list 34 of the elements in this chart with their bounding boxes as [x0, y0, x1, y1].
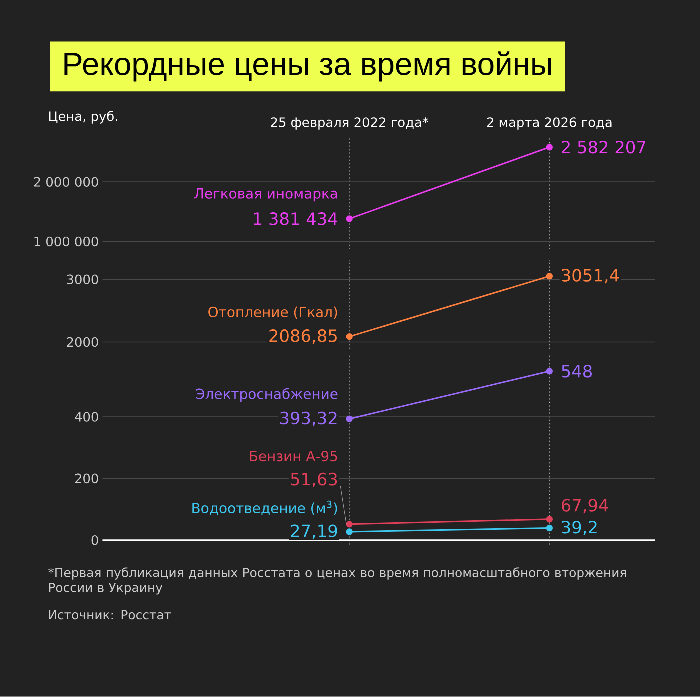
- x-tick-label: 25 февраля 2022 года*: [271, 118, 429, 130]
- data-label: 1 381 434: [254, 212, 338, 226]
- series-label: Водоотведение (м$^{3}$): [192, 500, 338, 516]
- text: *Первая публикация данных Росстата о ценах во время полномасштабного вторжения России в Украину: [48, 568, 626, 595]
- point: [546, 525, 554, 532]
- series-label: Отопление (Гкал): [208, 306, 338, 320]
- data-label: 393,32: [280, 412, 337, 426]
- y-tick-label: 1 000 000: [34, 236, 98, 247]
- y-axis-title: Цена, руб.: [49, 111, 118, 124]
- data-label: 39,2: [562, 521, 597, 536]
- y-tick-label: 200: [75, 474, 98, 484]
- point: [346, 528, 353, 536]
- text: Источник: Росстат: [49, 610, 172, 620]
- data-label: 67,94: [562, 499, 608, 514]
- chart-title: Рекордные цены за время войны: [64, 52, 552, 82]
- data-label: 27,19: [291, 524, 338, 540]
- data-label: 3051,4: [562, 269, 620, 284]
- data-label: 548: [562, 365, 592, 378]
- y-tick-label: 3000: [67, 274, 98, 285]
- x-tick-label: 2 марта 2026 года: [487, 118, 612, 130]
- point: [546, 516, 554, 523]
- y-tick-label: 0: [92, 536, 98, 546]
- text: Бензин А-95: [250, 451, 338, 462]
- data-label: 2 582 207: [562, 141, 646, 154]
- y-tick-label: 2 000 000: [34, 177, 98, 188]
- series-label: Легковая иномарка: [194, 188, 338, 202]
- point: [346, 416, 353, 423]
- point: [346, 521, 353, 528]
- point: [546, 368, 554, 375]
- series-label: Электроснабжение: [196, 388, 338, 402]
- y-tick-label: 2000: [67, 337, 98, 348]
- data-label: 51,63: [291, 473, 338, 488]
- data-label: 2086,85: [270, 330, 337, 344]
- y-tick-label: 400: [75, 412, 98, 422]
